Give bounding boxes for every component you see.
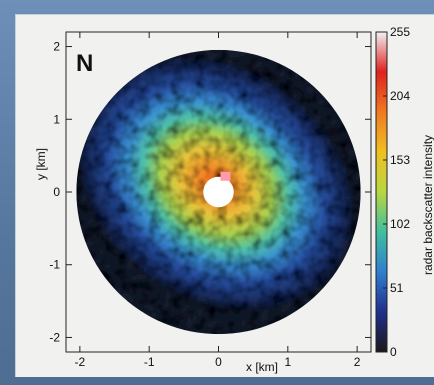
y-tick-label: -2 [49, 330, 60, 344]
colorbar-tick-label: 51 [390, 281, 404, 295]
colorbar-tick-label: 255 [390, 25, 410, 39]
x-tick-label: 0 [215, 355, 222, 369]
y-axis-label: y [km] [34, 148, 48, 180]
x-axis-ticks: -2 -1 0 1 2 [75, 32, 361, 369]
figure-panel: -2 -1 0 1 2 -2 -1 0 1 2 N x [km] y [km] 0 51 102 15… [15, 14, 434, 377]
x-axis-label: x [km] [246, 360, 278, 374]
colorbar-ticks: 0 51 102 153 204 255 [383, 25, 410, 359]
x-tick-label: 1 [284, 355, 291, 369]
radar-heatmap-chart: -2 -1 0 1 2 -2 -1 0 1 2 N x [km] y [km] 0 51 102 15… [34, 25, 434, 374]
y-tick-label: 2 [53, 40, 60, 54]
colorbar-tick-label: 0 [390, 345, 397, 359]
y-tick-label: 0 [53, 185, 60, 199]
x-tick-label: 2 [354, 355, 361, 369]
x-tick-label: -2 [75, 355, 86, 369]
y-tick-label: 1 [53, 112, 60, 126]
x-tick-label: -1 [144, 355, 155, 369]
north-marker: N [76, 50, 93, 77]
colorbar-label: radar backscatter intensity [421, 135, 434, 275]
colorbar-tick-label: 153 [390, 153, 410, 167]
colorbar-tick-label: 204 [390, 89, 410, 103]
colorbar [375, 31, 388, 353]
colorbar-tick-label: 102 [390, 217, 410, 231]
y-tick-label: -1 [49, 258, 60, 272]
radar-inner-hole [203, 176, 234, 208]
y-axis-ticks: -2 -1 0 1 2 [49, 40, 371, 344]
ship-marker [220, 171, 231, 181]
